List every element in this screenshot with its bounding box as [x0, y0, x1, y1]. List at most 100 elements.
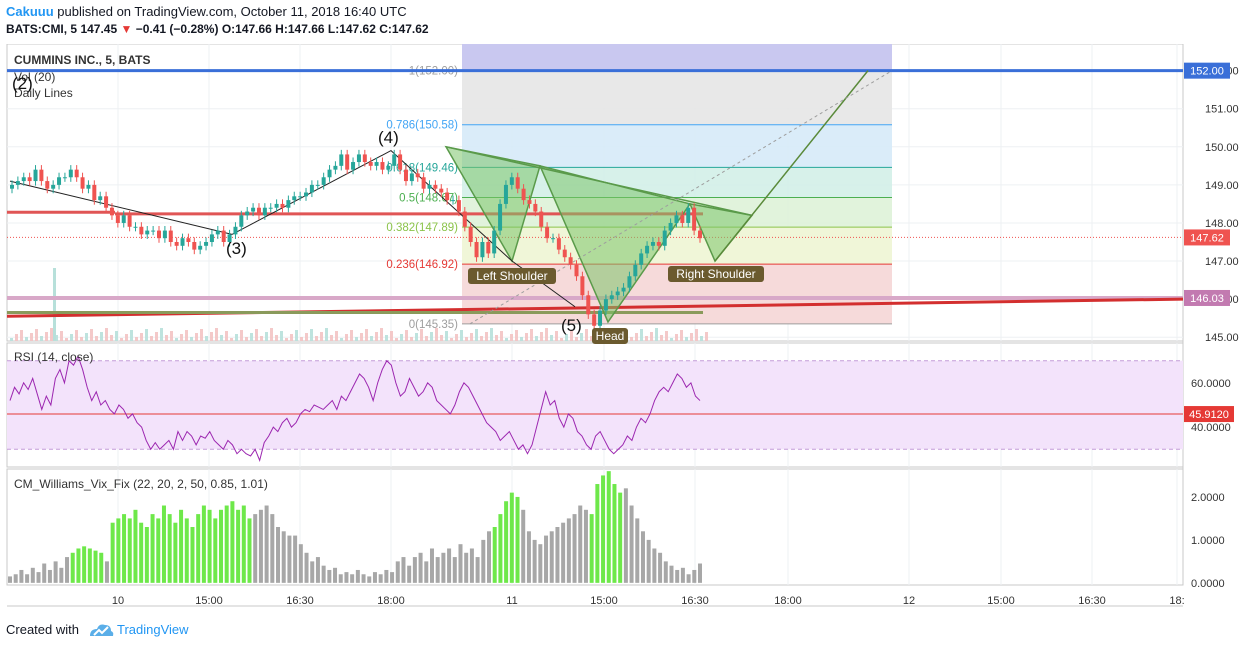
x-tick-label: 18:00 — [377, 595, 405, 607]
vix-tick-label: 1.0000 — [1191, 535, 1225, 547]
vix-bar — [87, 548, 92, 583]
symbol-line: BATS:CMI, 5 147.45 ▼ −0.41 (−0.28%) O:14… — [6, 22, 429, 36]
candle-body — [127, 215, 132, 227]
volume-bar — [430, 332, 433, 341]
candle-body — [274, 203, 279, 208]
price-change: −0.41 (−0.28%) — [135, 22, 219, 36]
candle-body — [80, 177, 85, 189]
vix-bar — [658, 552, 663, 583]
vix-bar — [53, 561, 58, 583]
vix-bar — [287, 535, 292, 583]
vix-bar — [241, 505, 246, 583]
vix-bar — [133, 509, 138, 583]
volume-bar — [520, 337, 523, 341]
volume-bar — [680, 330, 683, 341]
vix-bar — [201, 505, 206, 583]
volume-bar — [645, 336, 648, 341]
vix-bar — [464, 552, 469, 583]
candle-body — [692, 207, 697, 231]
vix-bar — [110, 522, 115, 583]
volume-bar — [335, 331, 338, 341]
vix-bar — [315, 557, 320, 583]
vix-bar — [618, 492, 623, 583]
volume-bar — [395, 338, 398, 341]
vix-bar — [372, 572, 377, 583]
candle-body — [121, 215, 126, 223]
candle-body — [698, 230, 702, 239]
wave-label-3: (3) — [226, 239, 247, 258]
vix-title: CM_Williams_Vix_Fix (22, 20, 2, 50, 0.85… — [14, 477, 268, 491]
volume-bar — [95, 336, 98, 341]
tradingview-logo-icon[interactable] — [88, 621, 114, 639]
vix-bar — [418, 552, 423, 583]
y-tick-label: 147.00 — [1205, 256, 1239, 268]
candle-body — [92, 184, 97, 201]
volume-bar — [350, 330, 353, 341]
vix-bar — [36, 572, 41, 583]
candle-body — [533, 203, 538, 212]
candle-body — [503, 184, 508, 204]
fib-zone — [462, 70, 892, 125]
candle-body — [115, 215, 120, 223]
candle-body — [409, 173, 414, 182]
candle-body — [674, 215, 679, 223]
vix-bar — [544, 535, 549, 583]
volume-bar — [665, 331, 668, 341]
candle-body — [380, 162, 385, 170]
head-label-bg — [592, 328, 628, 344]
footer: Created with TradingView — [0, 614, 1243, 647]
candle-body — [168, 230, 173, 242]
volume-bar — [670, 338, 673, 341]
vix-bar — [441, 552, 446, 583]
volume-bar — [370, 336, 373, 341]
volume-bar — [60, 331, 63, 341]
tradingview-link[interactable]: TradingView — [117, 622, 189, 637]
vix-tick-label: 0.0000 — [1191, 578, 1225, 590]
left-shoulder-label-bg — [468, 268, 556, 284]
volume-bar — [195, 333, 198, 341]
candle-body — [327, 169, 332, 178]
candle-body — [27, 177, 32, 182]
vix-bar — [635, 518, 640, 583]
vix-bar — [452, 557, 457, 583]
vix-bar — [692, 569, 697, 583]
candle-body — [209, 234, 214, 242]
rsi-tick-label: 60.0000 — [1191, 378, 1231, 390]
volume-bar — [135, 337, 138, 341]
candle-body — [304, 192, 309, 197]
volume-bar — [290, 334, 293, 341]
candle-body — [386, 165, 391, 170]
volume-bar — [470, 333, 473, 341]
candle-body — [374, 162, 379, 166]
candle-body — [509, 177, 514, 185]
volume-bar — [120, 338, 123, 341]
chart-area[interactable]: 10 15:00 16:30 18:00 11 15:00 16:30 18:00 12 15:0… — [0, 43, 1243, 609]
ohlc-values: O:147.66 H:147.66 L:147.62 C:147.62 — [221, 22, 429, 36]
author-name[interactable]: Cakuuu — [6, 4, 54, 19]
price-label: 152.00 — [1190, 66, 1224, 78]
candle-body — [256, 207, 261, 216]
volume-bar — [285, 338, 288, 341]
fib-level-label: 0.5(148.67) — [399, 192, 458, 204]
candle-body — [21, 177, 26, 182]
volume-bar — [245, 337, 248, 341]
candle-body — [486, 242, 491, 254]
vix-bar — [122, 514, 127, 583]
volume-bar — [385, 335, 388, 341]
volume-bar — [425, 336, 428, 341]
volume-bar — [660, 335, 663, 341]
vix-bar — [190, 527, 195, 583]
volume-bar — [225, 331, 228, 341]
volume-bar — [575, 337, 578, 341]
x-tick-label: 10 — [112, 595, 124, 607]
vix-bar — [429, 548, 434, 583]
x-tick-label: 16:30 — [681, 595, 709, 607]
volume-bar — [150, 336, 153, 341]
vix-bar — [247, 518, 252, 583]
volume-bar — [250, 333, 253, 341]
chart-svg[interactable]: 10 15:00 16:30 18:00 11 15:00 16:30 18:00 12 15:0… — [0, 43, 1243, 609]
vix-bar — [196, 514, 201, 583]
volume-bar — [485, 332, 488, 341]
vix-bar — [350, 574, 355, 583]
volume-bar — [115, 331, 118, 341]
